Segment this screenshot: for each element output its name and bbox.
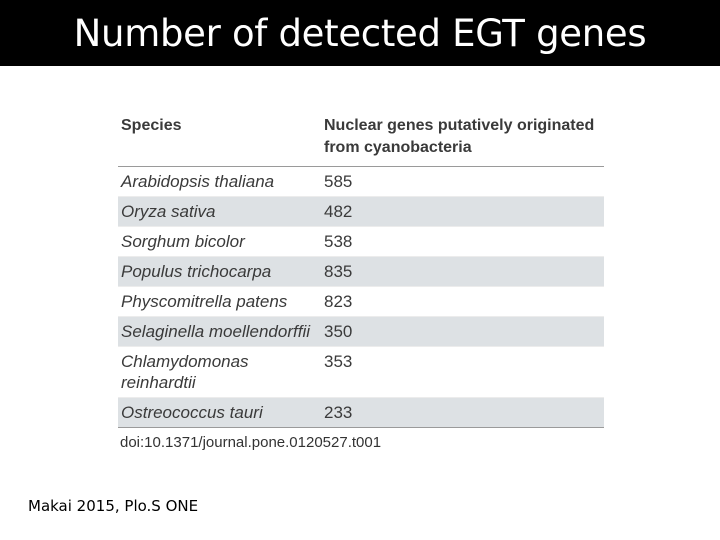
table-row: Selaginella moellendorffii 350	[118, 316, 604, 347]
table-row: Oryza sativa 482	[118, 196, 604, 227]
table-doi: doi:10.1371/journal.pone.0120527.t001	[120, 434, 382, 451]
count-cell: 482	[321, 196, 604, 227]
count-cell: 233	[321, 397, 604, 428]
title-bar: Number of detected EGT genes	[0, 0, 720, 66]
column-header-species: Species	[118, 110, 321, 167]
species-cell: Ostreococcus tauri	[118, 397, 321, 428]
species-cell: Oryza sativa	[118, 196, 321, 227]
species-cell: Populus trichocarpa	[118, 256, 321, 287]
citation: Makai 2015, Plo.S ONE	[28, 497, 199, 515]
count-cell: 823	[321, 286, 604, 317]
species-cell: Sorghum bicolor	[118, 226, 321, 257]
count-cell: 835	[321, 256, 604, 287]
count-cell: 585	[321, 166, 604, 197]
table-row: Chlamydomonas reinhardtii 353	[118, 346, 604, 398]
table-row: Sorghum bicolor 538	[118, 226, 604, 257]
species-cell: Physcomitrella patens	[118, 286, 321, 317]
species-cell: Selaginella moellendorffii	[118, 316, 321, 347]
table-row: Physcomitrella patens 823	[118, 286, 604, 317]
table-header-row: Species Nuclear genes putatively origina…	[118, 110, 604, 167]
table-row: Arabidopsis thaliana 585	[118, 166, 604, 197]
species-cell: Arabidopsis thaliana	[118, 166, 321, 197]
column-header-gene-count: Nuclear genes putatively originated from…	[321, 110, 604, 167]
count-cell: 538	[321, 226, 604, 257]
egt-table: Species Nuclear genes putatively origina…	[118, 110, 604, 428]
species-cell: Chlamydomonas reinhardtii	[118, 346, 321, 398]
count-cell: 353	[321, 346, 604, 398]
table-row: Populus trichocarpa 835	[118, 256, 604, 287]
data-table-container: Species Nuclear genes putatively origina…	[118, 110, 604, 451]
count-cell: 350	[321, 316, 604, 347]
table-row: Ostreococcus tauri 233	[118, 397, 604, 428]
page-title: Number of detected EGT genes	[73, 11, 647, 55]
